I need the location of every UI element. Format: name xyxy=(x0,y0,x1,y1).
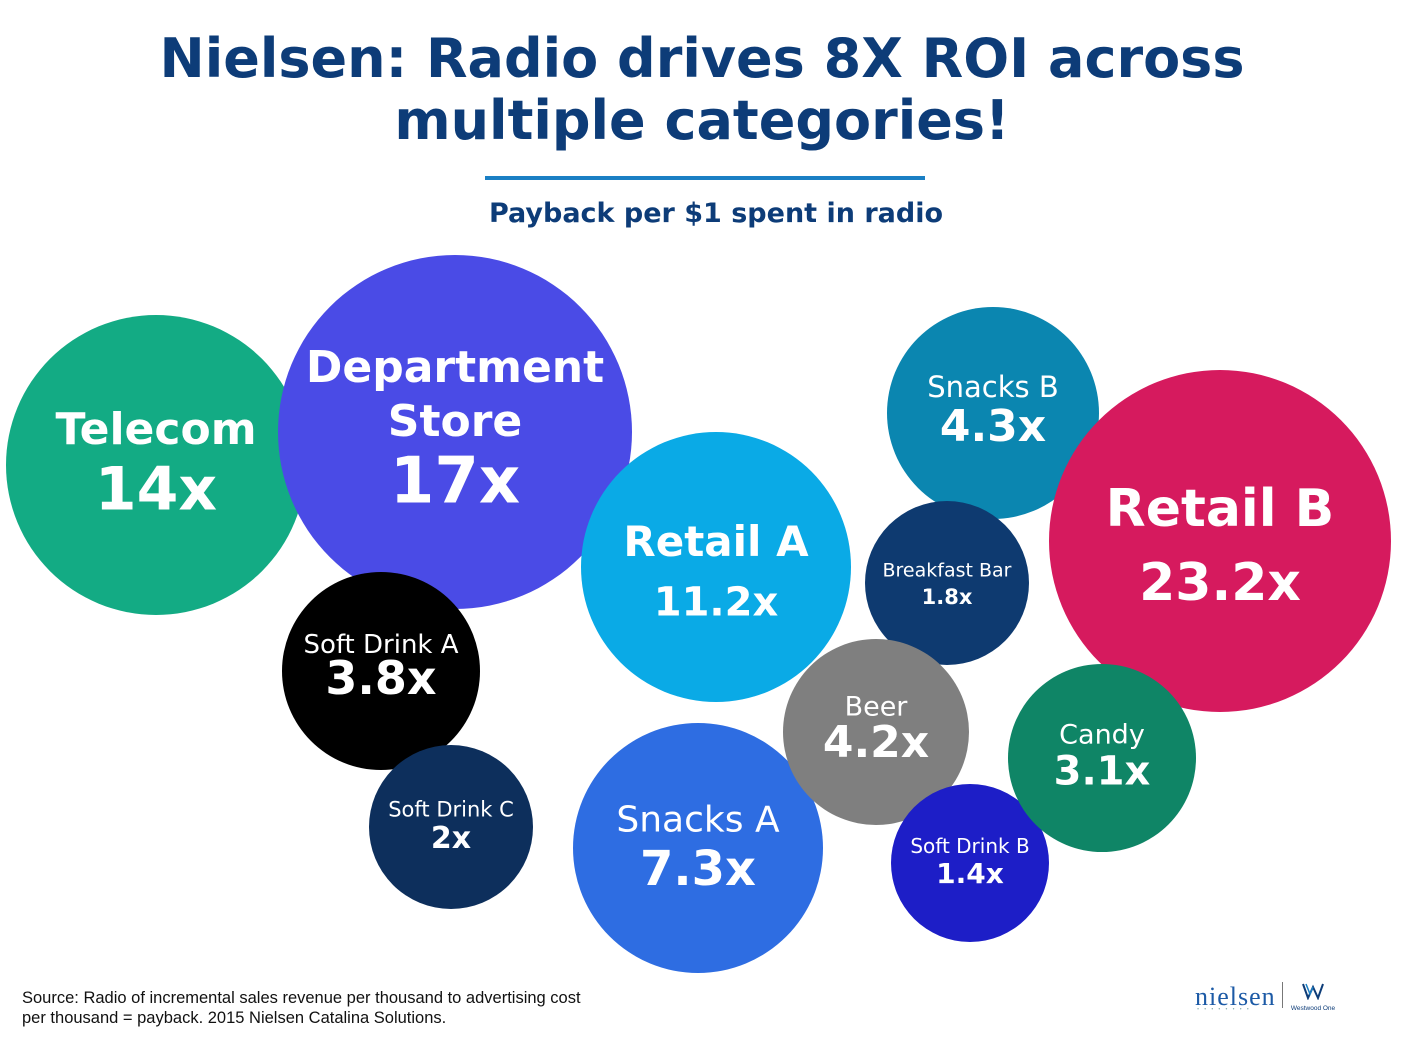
bubble-circle-telecom xyxy=(6,315,306,615)
bubble-circle-retail-b xyxy=(1049,370,1391,712)
bubble-circle-snacks-b xyxy=(887,307,1099,519)
bubble-circle-retail-a xyxy=(581,432,851,702)
bubble-value-retail-a: 11.2x xyxy=(654,579,779,625)
bubble-circle-beer xyxy=(783,639,969,825)
bubble-circle-candy xyxy=(1008,664,1196,852)
title-line-1: Nielsen: Radio drives 8X ROI across xyxy=(159,27,1245,90)
bubble-name-soft-drink-b: Soft Drink B xyxy=(910,834,1029,858)
bubble-name-soft-drink-a: Soft Drink A xyxy=(303,630,458,660)
source-line-2: per thousand = payback. 2015 Nielsen Cat… xyxy=(22,1009,447,1027)
bubble-name-telecom: Telecom xyxy=(55,404,256,455)
bubble-snacks-b: Snacks B4.3x xyxy=(887,307,1099,519)
chart-subtitle: Payback per $1 spent in radio xyxy=(488,198,944,229)
bubble-value-snacks-a: 7.3x xyxy=(640,841,756,897)
source-note: Source: Radio of incremental sales reven… xyxy=(22,988,702,1028)
bubble-name-breakfast-bar: Breakfast Bar xyxy=(883,560,1012,582)
bubble-name-department-store-1: Department xyxy=(306,342,604,393)
bubble-value-snacks-b: 4.3x xyxy=(940,401,1046,452)
bubble-value-soft-drink-a: 3.8x xyxy=(325,651,436,705)
bubble-circle-breakfast-bar xyxy=(865,501,1029,665)
bubble-value-soft-drink-c: 2x xyxy=(431,821,471,856)
westwood-one-icon xyxy=(1302,983,1324,1001)
bubble-value-telecom: 14x xyxy=(95,455,217,525)
title-underline xyxy=(485,176,925,180)
bubble-breakfast-bar: Breakfast Bar 1.8x xyxy=(865,501,1029,665)
source-line-1: Source: Radio of incremental sales reven… xyxy=(22,989,581,1007)
bubble-name-department-store-2: Store xyxy=(388,396,523,447)
bubble-name-beer: Beer xyxy=(845,691,909,722)
bubble-circle-department-store xyxy=(278,255,632,609)
bubble-name-retail-a: Retail A xyxy=(623,517,809,566)
nielsen-logo-text: nielsen xyxy=(1195,982,1276,1011)
bubble-circle-soft-drink-b xyxy=(891,784,1049,942)
bubble-value-retail-b: 23.2x xyxy=(1139,553,1301,613)
title-line-2: multiple categories! xyxy=(394,89,1010,152)
westwood-one-logo: Westwood One xyxy=(1290,982,1336,1012)
bubble-snacks-a: Snacks A7.3x xyxy=(573,723,823,973)
bubble-circle-soft-drink-a xyxy=(282,572,480,770)
bubble-name-retail-b: Retail B xyxy=(1106,479,1335,539)
bubble-value-soft-drink-b: 1.4x xyxy=(936,857,1004,890)
nielsen-logo: nielsen •••••••• xyxy=(1195,982,1276,1013)
bubble-name-soft-drink-c: Soft Drink C xyxy=(388,797,514,821)
bubble-value-beer: 4.2x xyxy=(823,717,929,768)
bubble-soft-drink-c: Soft Drink C2x xyxy=(369,745,533,909)
bubble-circle-soft-drink-c xyxy=(369,745,533,909)
nielsen-logo-dots: •••••••• xyxy=(1197,1007,1254,1013)
logo-divider xyxy=(1282,982,1283,1008)
bubble-retail-b: Retail B 23.2x xyxy=(1049,370,1391,712)
bubble-value-candy: 3.1x xyxy=(1054,748,1151,794)
bubble-soft-drink-a: Soft Drink A3.8x xyxy=(282,572,480,770)
bubble-value-breakfast-bar: 1.8x xyxy=(922,585,973,609)
bubble-circle-snacks-a xyxy=(573,723,823,973)
westwood-one-text: Westwood One xyxy=(1290,1005,1336,1012)
bubble-soft-drink-b: Soft Drink B1.4x xyxy=(891,784,1049,942)
bubble-name-candy: Candy xyxy=(1059,719,1145,750)
chart-title: Nielsen: Radio drives 8X ROI across mult… xyxy=(0,28,1404,152)
bubble-name-snacks-a: Snacks A xyxy=(616,799,780,840)
bubble-value-department-store: 17x xyxy=(390,444,520,518)
bubble-retail-a: Retail A 11.2x xyxy=(581,432,851,702)
bubble-name-snacks-b: Snacks B xyxy=(927,370,1059,404)
